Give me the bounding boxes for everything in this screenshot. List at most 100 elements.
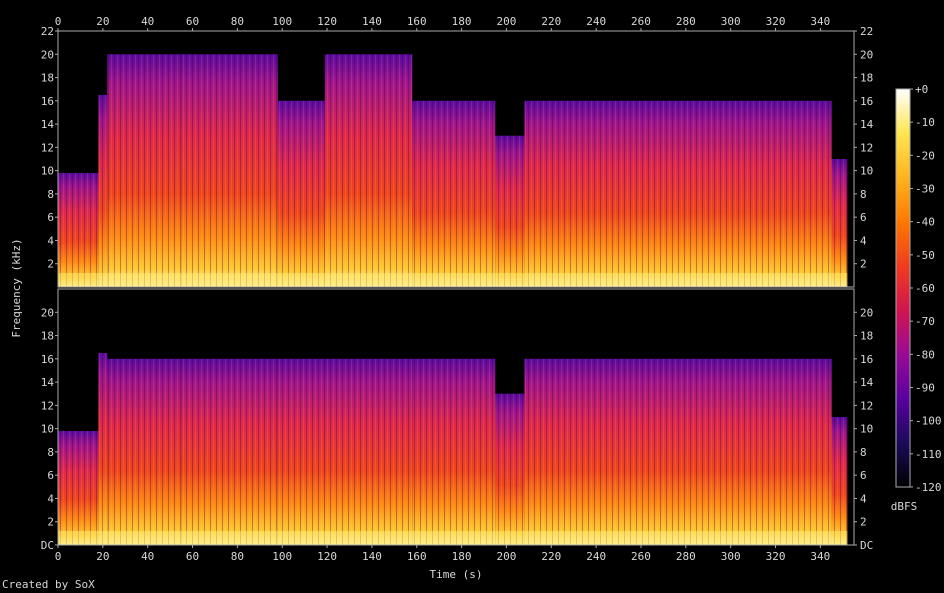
spectrum-texture-ch1-2 [98,95,108,287]
x-tick-label-top: 240 [586,15,606,28]
colorbar-tick-label: -120 [915,481,942,494]
y-tick-label-left: 2 [47,258,54,271]
spectrum-texture-ch1-6 [324,54,413,287]
colorbar-tick-label: -80 [915,348,935,361]
y-tick-label-left: 14 [41,376,55,389]
colorbar-tick-label: -30 [915,183,935,196]
x-tick-label-bottom: 120 [317,550,337,563]
colorbar-tick-label: -60 [915,282,935,295]
spectrum-texture-ch2-1 [58,430,99,545]
panel-frame-2 [57,288,855,546]
y-tick-label-left: 20 [41,48,54,61]
x-tick-label-top: 20 [96,15,109,28]
colorbar-tick-label: -10 [915,116,935,129]
spectrum-texture-ch2-2 [98,353,108,545]
spectrum-texture-ch2-4 [181,358,278,545]
y-tick-label-right: 4 [860,234,867,247]
low-frequency-floor-ch1 [58,273,848,287]
y-tick-label-right: 18 [860,72,873,85]
spectrum-texture-ch1-1 [58,172,99,287]
spectrum-texture-ch1-10 [831,159,848,287]
y-tick-label-right: 16 [860,353,873,366]
y-tick-label-left: 14 [41,118,55,131]
y-tick-label-right: 14 [860,118,874,131]
spectrum-texture-ch1-8 [495,135,525,287]
spectrum-texture-ch1-5 [277,100,325,288]
panel-frame-1 [57,30,855,288]
colorbar-tick-label: -100 [915,415,942,428]
x-tick-label-top: 60 [186,15,199,28]
colorbar-tick-label: -90 [915,382,935,395]
x-tick-label-top: 160 [407,15,427,28]
x-tick-label-top: 340 [810,15,830,28]
x-tick-label-top: 120 [317,15,337,28]
y-tick-label-left: 6 [47,211,54,224]
y-tick-label-left: 16 [41,353,54,366]
y-tick-label-left: 22 [41,25,54,38]
colorbar-label: dBFS [891,500,918,513]
spectrum-texture-ch2-7 [412,358,496,545]
spectrum-texture-ch2-10 [831,417,848,545]
y-tick-label-right: 6 [860,469,867,482]
y-tick-label-left: 4 [47,492,54,505]
y-tick-label-left: 12 [41,141,54,154]
y-tick-label-right: 8 [860,446,867,459]
colorbar [896,89,910,487]
x-tick-label-bottom: 340 [810,550,830,563]
spectrum-texture-ch1-9 [524,100,832,288]
credit-label: Created by SoX [2,578,95,591]
spectrum-texture-ch2-5 [277,358,325,545]
y-tick-label-right: 10 [860,423,873,436]
colorbar-tick-label: -20 [915,149,935,162]
y-tick-label-left: 16 [41,95,54,108]
x-tick-label-bottom: 220 [541,550,561,563]
y-axis-label: Frequency (kHz) [10,238,23,337]
spectrum-texture-ch2-8 [495,393,525,545]
x-tick-label-bottom: 60 [186,550,199,563]
x-tick-label-bottom: 320 [766,550,786,563]
x-tick-label-top: 40 [141,15,154,28]
x-tick-label-top: 260 [631,15,651,28]
y-tick-label-left: 8 [47,188,54,201]
x-tick-label-bottom: 300 [721,550,741,563]
y-tick-label-right: 20 [860,48,873,61]
x-tick-label-bottom: 20 [96,550,109,563]
low-frequency-floor-ch2 [58,531,848,545]
y-tick-label-left: 6 [47,469,54,482]
y-tick-label-right: 20 [860,306,873,319]
x-tick-label-bottom: 0 [55,550,62,563]
x-tick-label-bottom: 180 [452,550,472,563]
colorbar-tick-label: -70 [915,315,935,328]
spectrum-texture-ch2-9 [524,358,832,545]
y-tick-label-right: 12 [860,399,873,412]
y-tick-label-right: 14 [860,376,874,389]
y-tick-label-left: 12 [41,399,54,412]
y-tick-label-right: 22 [860,25,873,38]
y-tick-label-right: 10 [860,165,873,178]
y-tick-label-left: 10 [41,423,54,436]
x-tick-label-top: 140 [362,15,382,28]
x-tick-label-bottom: 260 [631,550,651,563]
y-tick-label-right: 2 [860,258,867,271]
x-tick-label-top: 320 [766,15,786,28]
y-tick-label-right: DC [860,539,873,552]
spectrum-texture-ch1-7 [412,100,496,288]
x-tick-label-bottom: 140 [362,550,382,563]
y-tick-label-right: 12 [860,141,873,154]
x-tick-label-bottom: 160 [407,550,427,563]
y-tick-label-left: 10 [41,165,54,178]
spectrum-texture-ch1-4 [181,54,278,287]
spectrum-texture-ch1-3 [107,54,182,287]
spectrum-texture-ch2-6 [324,358,413,545]
y-tick-label-left: 2 [47,516,54,529]
x-tick-label-bottom: 280 [676,550,696,563]
x-tick-label-top: 220 [541,15,561,28]
y-tick-label-left: 18 [41,72,54,85]
x-tick-label-bottom: 100 [272,550,292,563]
x-tick-label-bottom: 40 [141,550,154,563]
y-tick-label-left: 18 [41,330,54,343]
x-tick-label-bottom: 200 [497,550,517,563]
x-tick-label-top: 180 [452,15,472,28]
y-tick-label-right: 18 [860,330,873,343]
